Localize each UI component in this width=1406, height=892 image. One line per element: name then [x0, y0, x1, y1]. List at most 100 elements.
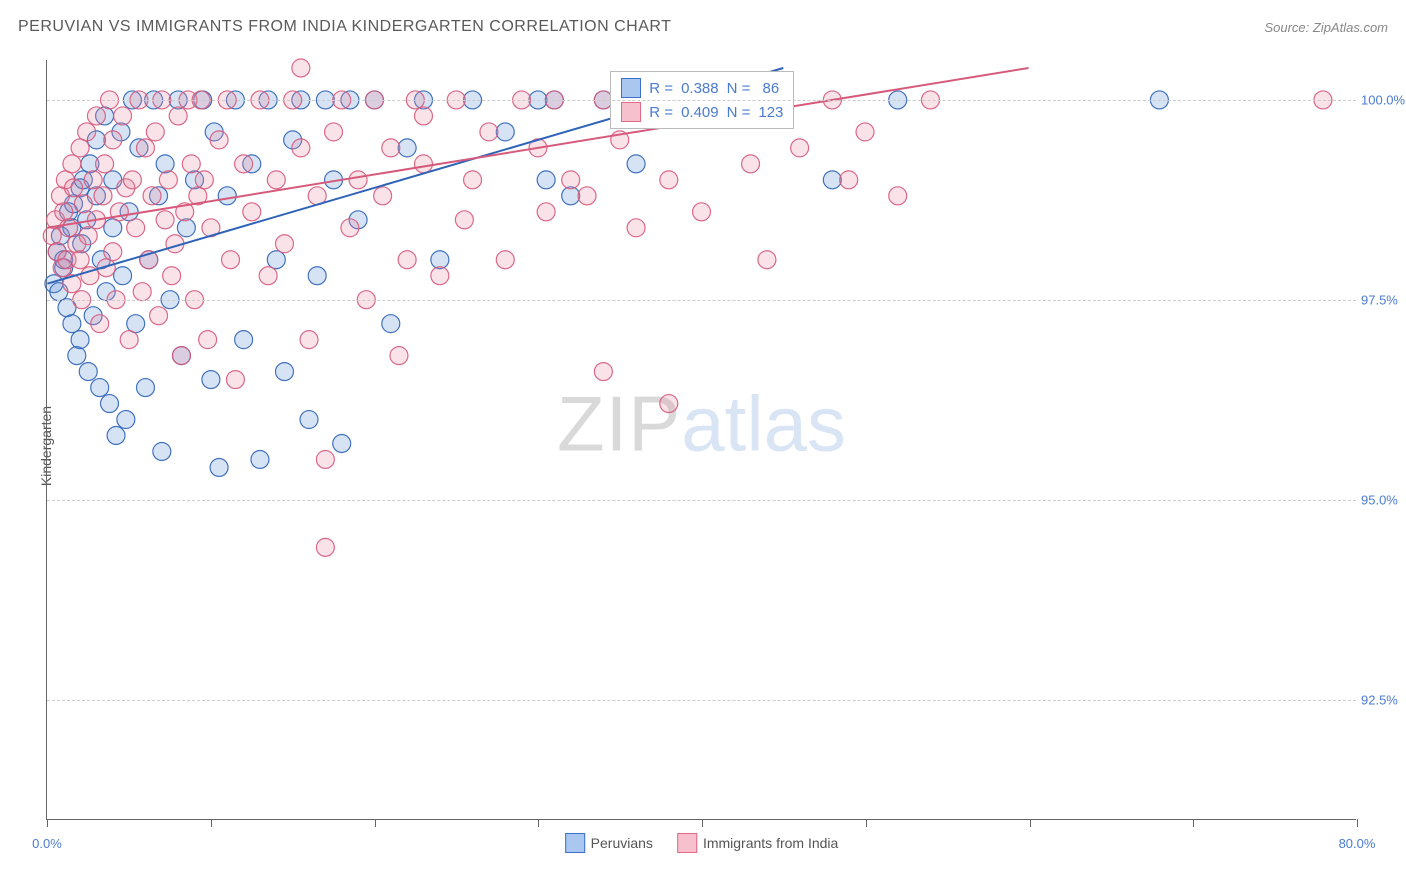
scatter-point	[63, 155, 81, 173]
stat-n-value-1: 123	[758, 104, 783, 121]
scatter-point	[300, 411, 318, 429]
scatter-point	[156, 155, 174, 173]
scatter-point	[87, 107, 105, 125]
scatter-point	[267, 251, 285, 269]
scatter-point	[63, 315, 81, 333]
scatter-point	[415, 155, 433, 173]
ytick-label: 95.0%	[1361, 493, 1406, 508]
legend-label-india: Immigrants from India	[703, 835, 838, 851]
legend-item-peruvians: Peruvians	[565, 833, 653, 853]
gridline-h	[47, 500, 1356, 501]
scatter-point	[382, 315, 400, 333]
scatter-point	[382, 139, 400, 157]
scatter-point	[169, 107, 187, 125]
scatter-point	[889, 187, 907, 205]
gridline-h	[47, 300, 1356, 301]
scatter-point	[114, 267, 132, 285]
scatter-point	[398, 251, 416, 269]
scatter-point	[218, 187, 236, 205]
scatter-point	[431, 251, 449, 269]
scatter-point	[627, 219, 645, 237]
scatter-point	[91, 379, 109, 397]
scatter-point	[107, 427, 125, 445]
scatter-point	[693, 203, 711, 221]
scatter-point	[660, 171, 678, 189]
scatter-point	[431, 267, 449, 285]
ytick-label: 92.5%	[1361, 693, 1406, 708]
xtick-label: 80.0%	[1339, 836, 1376, 851]
chart-title: PERUVIAN VS IMMIGRANTS FROM INDIA KINDER…	[18, 18, 671, 36]
legend-swatch-peruvians	[565, 833, 585, 853]
scatter-point	[627, 155, 645, 173]
xtick-label: 0.0%	[32, 836, 62, 851]
scatter-point	[123, 171, 141, 189]
scatter-point	[292, 139, 310, 157]
scatter-point	[226, 371, 244, 389]
scatter-point	[79, 227, 97, 245]
scatter-point	[275, 235, 293, 253]
scatter-point	[856, 123, 874, 141]
scatter-point	[150, 307, 168, 325]
ytick-label: 97.5%	[1361, 293, 1406, 308]
scatter-point	[243, 203, 261, 221]
swatch-peruvians	[621, 78, 641, 98]
gridline-h	[47, 100, 1356, 101]
scatter-point	[791, 139, 809, 157]
scatter-point	[182, 155, 200, 173]
stat-r-label-0: R =	[649, 80, 673, 97]
scatter-point	[275, 363, 293, 381]
scatter-point	[120, 331, 138, 349]
scatter-point	[316, 538, 334, 556]
scatter-point	[235, 155, 253, 173]
scatter-point	[104, 219, 122, 237]
scatter-point	[74, 195, 92, 213]
scatter-point	[71, 139, 89, 157]
stat-row-india: R = 0.409 N = 123	[621, 100, 783, 124]
scatter-point	[562, 187, 580, 205]
scatter-point	[43, 227, 61, 245]
scatter-point	[127, 219, 145, 237]
scatter-point	[349, 171, 367, 189]
scatter-point	[199, 331, 217, 349]
xtick	[702, 819, 703, 827]
scatter-point	[195, 171, 213, 189]
scatter-point	[308, 267, 326, 285]
legend-swatch-india	[677, 833, 697, 853]
scatter-point	[333, 435, 351, 453]
scatter-point	[594, 363, 612, 381]
xtick	[538, 819, 539, 827]
legend-label-peruvians: Peruvians	[591, 835, 653, 851]
chart-svg	[47, 60, 1356, 819]
scatter-point	[94, 187, 112, 205]
scatter-point	[55, 203, 73, 221]
scatter-point	[537, 171, 555, 189]
scatter-point	[143, 187, 161, 205]
plot-area: ZIPatlas R = 0.388 N = 86 R = 0.409 N = …	[46, 60, 1356, 820]
scatter-point	[133, 283, 151, 301]
scatter-point	[840, 171, 858, 189]
scatter-point	[84, 171, 102, 189]
scatter-point	[91, 315, 109, 333]
scatter-point	[660, 395, 678, 413]
scatter-point	[146, 123, 164, 141]
scatter-point	[496, 123, 514, 141]
scatter-point	[101, 395, 119, 413]
scatter-point	[398, 139, 416, 157]
bottom-legend: Peruvians Immigrants from India	[565, 833, 839, 853]
stat-r-label-1: R =	[649, 104, 673, 121]
scatter-point	[202, 371, 220, 389]
stat-n-label-0: N =	[727, 80, 751, 97]
xtick	[211, 819, 212, 827]
scatter-point	[177, 219, 195, 237]
scatter-point	[136, 379, 154, 397]
scatter-point	[316, 450, 334, 468]
stat-n-label-1: N =	[727, 104, 751, 121]
scatter-point	[78, 123, 96, 141]
scatter-point	[496, 251, 514, 269]
scatter-point	[267, 171, 285, 189]
scatter-point	[325, 123, 343, 141]
scatter-point	[136, 139, 154, 157]
scatter-point	[60, 219, 78, 237]
scatter-point	[153, 442, 171, 460]
scatter-point	[104, 131, 122, 149]
